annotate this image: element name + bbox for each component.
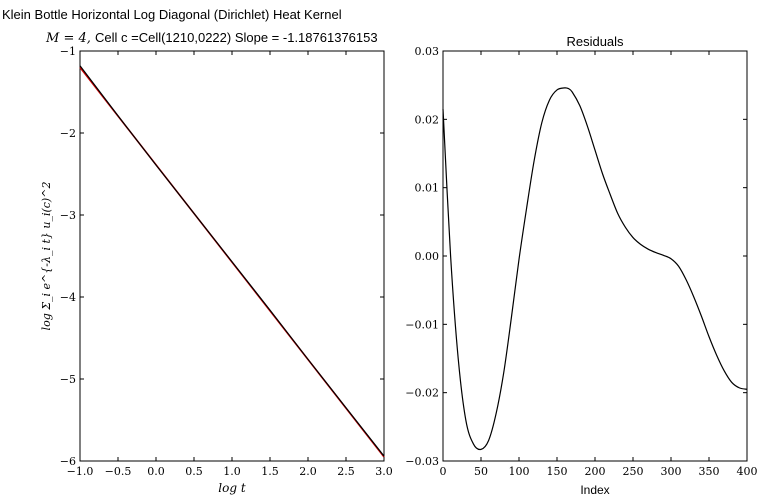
residuals-data-line [442,87,748,451]
log-plot-lines [79,65,385,458]
log-plot-ticks: −1.0 −0.5 0.0 0.5 1.0 1.5 2.0 2.5 3.0 −6 −5 −4 −3 −2 −… [60,45,393,478]
log-plot-xtick-label: 0.0 [147,465,165,478]
log-plot-ylabel: log Σ_i e^{-λ_i t} u_i(c)^2 [40,182,53,331]
log-plot-xtick-label: 2.0 [299,465,317,478]
residuals-lines [442,87,748,451]
residuals-xtick-label: 400 [737,465,758,478]
log-plot-xlabel: log t [218,481,246,495]
residuals-ytick-label: 0.00 [415,250,440,263]
residuals-xtick-label: 150 [547,465,568,478]
residuals-ytick-label: −0.03 [405,455,439,468]
log-plot-ytick-label: −1 [60,45,76,58]
figure-subtitle: Cell c =Cell(1210,0222) Slope = -1.18761… [95,30,378,45]
residuals-xlabel: Index [580,483,609,497]
log-plot-ytick-label: −3 [60,209,76,222]
log-plot-xtick-label: −0.5 [105,465,132,478]
log-plot-xtick-label: 0.5 [185,465,203,478]
residuals-ytick-label: −0.01 [405,318,439,331]
figure-title: Klein Bottle Horizontal Log Diagonal (Di… [2,7,342,22]
log-plot-xtick-label: 3.0 [375,465,393,478]
log-plot-panel: −1.0 −0.5 0.0 0.5 1.0 1.5 2.0 2.5 3.0 −6 −5 −4 −3 −2 −… [40,45,393,495]
residuals-frame [442,50,748,462]
residuals-ytick-label: 0.03 [415,45,440,58]
residuals-ticks: 0 50 100 150 200 250 300 350 400 −0.03 −0.02 −0.01 0… [405,45,757,478]
residuals-xtick-label: 100 [509,465,530,478]
residuals-xtick-label: 250 [623,465,644,478]
residuals-ytick-label: −0.02 [405,387,439,400]
log-plot-ytick-label: −5 [60,373,76,386]
residuals-xtick-label: 200 [585,465,606,478]
log-plot-xtick-label: −1.0 [67,465,94,478]
log-plot-ytick-label: −6 [60,455,76,468]
residuals-ytick-label: 0.02 [415,113,440,126]
residuals-xtick-label: 50 [474,465,488,478]
log-plot-xtick-label: 2.5 [337,465,355,478]
residuals-ytick-label: 0.01 [415,182,440,195]
log-plot-ytick-label: −2 [60,127,76,140]
residuals-xtick-label: 0 [440,465,447,478]
log-plot-ytick-label: −4 [60,291,76,304]
log-plot-xtick-label: 1.5 [261,465,279,478]
residuals-xtick-label: 350 [699,465,720,478]
log-plot-xtick-label: 1.0 [223,465,241,478]
figure-subtitle-math: M = 4, [45,31,91,46]
log-plot-data-line [79,65,385,457]
residuals-title: Residuals [566,34,624,49]
residuals-panel: Residuals 0 50 100 150 200 250 300 350 400 −0.03 −… [405,34,757,497]
residuals-xtick-label: 300 [661,465,682,478]
